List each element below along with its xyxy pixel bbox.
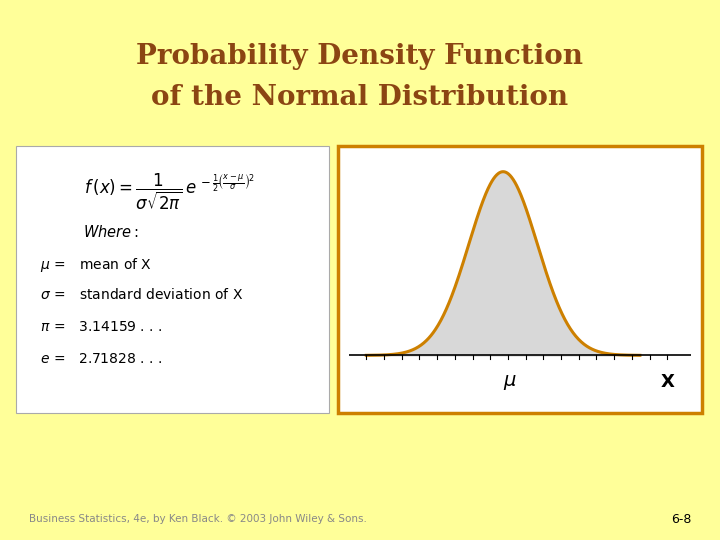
- Text: 6-8: 6-8: [671, 513, 691, 526]
- FancyBboxPatch shape: [338, 146, 702, 413]
- Text: $\it{Where:}$: $\it{Where:}$: [83, 224, 139, 240]
- Text: Probability Density Function: Probability Density Function: [137, 43, 583, 70]
- Text: $\mu\, =\,$  mean of X: $\mu\, =\,$ mean of X: [40, 255, 152, 274]
- Text: of the Normal Distribution: of the Normal Distribution: [151, 84, 569, 111]
- Text: $\pi\, =\,$  3.14159 . . .: $\pi\, =\,$ 3.14159 . . .: [40, 320, 162, 334]
- Text: $e\, =\,$  2.71828 . . .: $e\, =\,$ 2.71828 . . .: [40, 352, 162, 366]
- Text: $\mathbf{X}$: $\mathbf{X}$: [660, 373, 675, 391]
- Text: $\sigma\, =\,$  standard deviation of X: $\sigma\, =\,$ standard deviation of X: [40, 287, 243, 302]
- FancyBboxPatch shape: [16, 146, 329, 413]
- Text: $\mu$: $\mu$: [503, 373, 517, 392]
- Text: Business Statistics, 4e, by Ken Black. © 2003 John Wiley & Sons.: Business Statistics, 4e, by Ken Black. ©…: [29, 515, 366, 524]
- Text: $f\,(x) = \dfrac{1}{\sigma\sqrt{2\pi}}\,e^{\,-\frac{1}{2}\!\left(\frac{x-\mu}{\s: $f\,(x) = \dfrac{1}{\sigma\sqrt{2\pi}}\,…: [84, 172, 255, 212]
